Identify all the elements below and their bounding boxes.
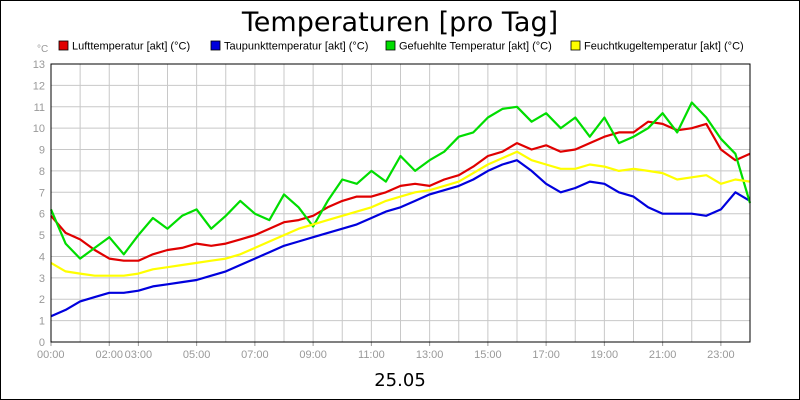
x-axis-ticks: 00:00 02:00 03:00 05:00 07:00 09:00 11:00 13:00… — [37, 342, 735, 361]
chart-title: Temperaturen [pro Tag] — [241, 7, 558, 38]
y-tick-label: 8 — [39, 166, 45, 178]
series-line-3 — [50, 150, 751, 277]
x-tick-label: 17:00 — [532, 349, 560, 361]
x-tick-label: 11:00 — [358, 349, 385, 361]
x-tick-label: 07:00 — [241, 349, 269, 361]
y-tick-label: 5 — [39, 230, 45, 242]
y-tick-label: 4 — [39, 251, 45, 263]
x-tick-label: 09:00 — [299, 349, 327, 361]
y-tick-label: 1 — [39, 316, 45, 328]
y-tick-label: 2 — [39, 294, 45, 306]
legend-swatch — [210, 40, 221, 51]
x-tick-label: 19:00 — [591, 349, 619, 361]
y-tick-label: 6 — [39, 209, 45, 221]
x-tick-label: 00:00 — [37, 349, 65, 361]
legend-swatch — [570, 40, 581, 51]
y-axis-unit-label: °C — [37, 44, 48, 55]
y-tick-label: 10 — [33, 123, 45, 135]
x-tick-label: 15:00 — [474, 349, 502, 361]
x-tick-label: 21:00 — [649, 349, 677, 361]
x-tick-label: 13:00 — [416, 349, 444, 361]
series-lines — [49, 101, 752, 318]
x-tick-label: 05:00 — [183, 349, 211, 361]
y-tick-label: 3 — [39, 273, 45, 285]
plot-border — [50, 63, 751, 343]
x-tick-label: 02:00 — [95, 349, 123, 361]
y-tick-label: 13 — [33, 59, 45, 71]
series-line-1 — [50, 159, 751, 318]
legend-label: Gefuehlte Temperatur [akt] (°C) — [399, 41, 552, 53]
legend-swatch — [385, 40, 396, 51]
legend-label: Lufttemperatur [akt] (°C) — [72, 41, 190, 53]
date-label: 25.05 — [374, 370, 426, 391]
y-tick-label: 11 — [34, 102, 45, 114]
legend-swatch — [58, 40, 69, 51]
y-tick-label: 9 — [39, 145, 45, 157]
legend-label: Taupunkttemperatur [akt] (°C) — [224, 41, 368, 53]
x-tick-label: 23:00 — [707, 349, 735, 361]
y-tick-label: 12 — [33, 80, 45, 92]
x-tick-label: 03:00 — [125, 349, 153, 361]
y-tick-label: 0 — [39, 337, 45, 349]
series-line-0 — [50, 120, 751, 262]
series-line-2 — [49, 101, 752, 260]
legend: Lufttemperatur [akt] (°C) Taupunkttempera… — [58, 40, 744, 53]
legend-label: Feuchtkugeltemperatur [akt] (°C) — [584, 41, 744, 53]
y-tick-label: 7 — [39, 187, 45, 199]
